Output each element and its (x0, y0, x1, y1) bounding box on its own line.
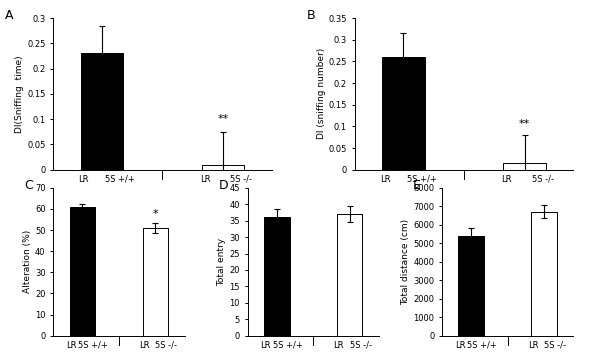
Bar (70, 207, 95, 336)
Text: E: E (413, 179, 421, 192)
Bar (264, 217, 290, 336)
Bar (504, 163, 546, 170)
Bar (382, 57, 424, 170)
Y-axis label: DI(Sniffing  time): DI(Sniffing time) (15, 55, 24, 133)
Y-axis label: Total distance (cm): Total distance (cm) (401, 219, 410, 305)
Text: B: B (307, 9, 316, 22)
Text: C: C (24, 179, 33, 192)
Bar (202, 165, 245, 170)
Bar (459, 236, 484, 336)
Text: *: * (152, 209, 158, 219)
Text: **: ** (519, 118, 530, 129)
Text: A: A (5, 9, 14, 22)
Text: D: D (219, 179, 228, 192)
Bar (531, 212, 557, 336)
Y-axis label: Alteration (%): Alteration (%) (23, 230, 32, 293)
Y-axis label: Total entry: Total entry (217, 238, 226, 286)
Text: **: ** (217, 114, 229, 124)
Y-axis label: DI (sniffing number): DI (sniffing number) (317, 48, 326, 139)
Bar (142, 228, 168, 336)
Bar (80, 53, 123, 170)
Bar (337, 214, 362, 336)
